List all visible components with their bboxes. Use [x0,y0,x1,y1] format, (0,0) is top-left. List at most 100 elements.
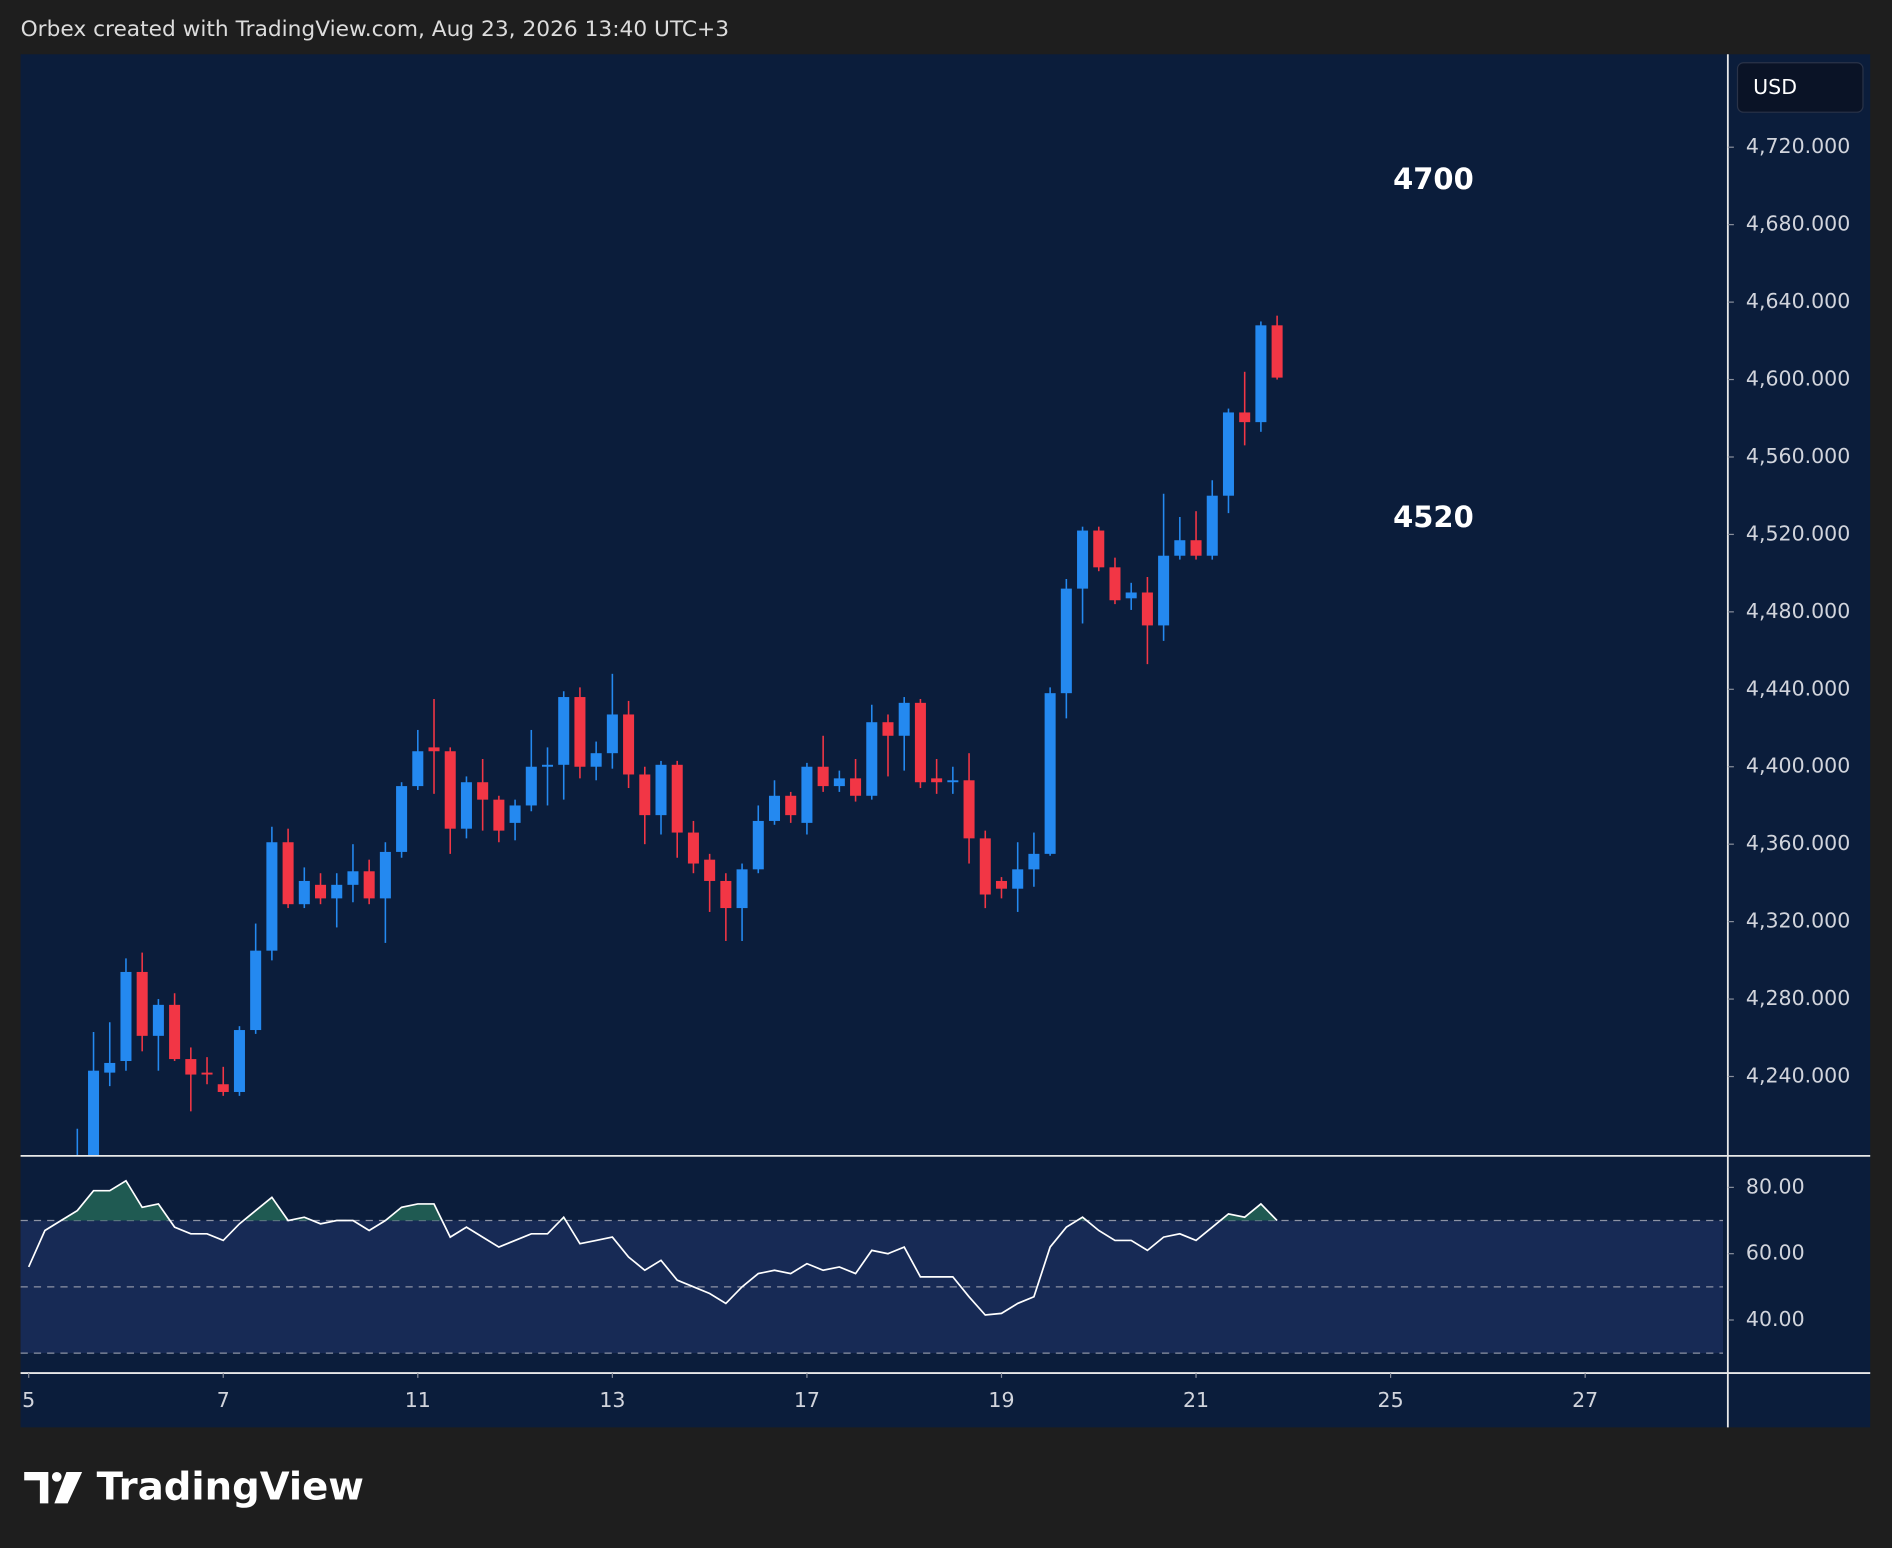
brand-name: TradingView [97,1464,364,1509]
x-tick-label: 25 [1378,1388,1404,1412]
y-tick-label: 4,400.000 [1746,754,1850,778]
candle-body [1158,555,1170,626]
y-tick-label: 4,440.000 [1746,676,1850,700]
candle-body [266,842,278,951]
y-tick-label: 4,640.000 [1746,289,1850,313]
candle-body [250,950,262,1031]
candle-body [1044,693,1056,854]
y-tick-label: 4,680.000 [1746,212,1850,236]
candle-body [412,751,424,787]
candle-body [331,884,343,899]
candle-body [558,697,570,765]
y-tick-label: 4,480.000 [1746,599,1850,623]
candle-body [768,795,781,821]
candle-body [477,782,489,800]
candle-body [444,751,456,829]
currency-button[interactable] [1736,62,1864,113]
candle-body [704,859,716,881]
candle-body [1077,530,1089,589]
candle-body [201,1072,213,1075]
y-tick-label: 4,600.000 [1746,367,1850,391]
y-tick-label: 80.00 [1746,1174,1805,1198]
candle-body [801,766,813,823]
candle-body [1109,567,1121,601]
logo-mark [54,1471,83,1504]
rsi-pane [20,1179,1724,1354]
candle-body [233,1030,245,1092]
candle-body [1255,325,1267,423]
x-tick-label: 13 [599,1388,625,1412]
x-tick-label: 7 [217,1388,230,1412]
candle-body [752,820,764,870]
candle-body [995,880,1007,889]
candle-body [1093,530,1105,568]
y-tick-label: 4,720.000 [1746,134,1850,158]
candle-body [590,753,602,767]
candle-body [169,1004,181,1060]
candle-body [396,786,408,852]
candle-body [833,778,845,787]
y-tick-label: 4,280.000 [1746,986,1850,1010]
candle-body [428,747,440,752]
annotation: 4700 [1393,162,1474,196]
axes: 4,240.000 4,280.000 4,320.000 4,360.000 4,40… [22,134,1850,1412]
candle-body [817,766,829,787]
candle-body [509,805,521,823]
candle-body [720,880,732,909]
candle-body [460,782,472,829]
chart-area [20,54,1871,1428]
candle-body [1125,592,1137,599]
y-tick-label: 4,320.000 [1746,909,1850,933]
candle-body [574,697,586,767]
logo-mark [24,1471,49,1504]
candle-body [979,838,991,895]
candle-body [347,871,359,885]
header-text: Orbex created with TradingView.com, Aug … [21,17,729,42]
candle-body [866,722,878,796]
x-tick-label: 21 [1183,1388,1209,1412]
candle-body [623,714,635,775]
candle-body [363,871,375,899]
candle-body [104,1062,116,1073]
y-tick-label: 4,520.000 [1746,521,1850,545]
candle-body [1271,325,1283,378]
logo-mark [51,1471,62,1482]
y-tick-label: 60.00 [1746,1241,1805,1265]
candle-body [947,780,959,783]
candle-body [687,832,699,864]
candle-body [639,774,651,816]
candle-body [1222,412,1234,496]
candle-body [541,764,554,767]
x-tick-label: 17 [794,1388,820,1412]
candle-body [185,1059,197,1075]
candle-body [914,702,926,783]
candle-body [931,778,943,783]
candle-body [120,971,132,1062]
candle-body [736,869,748,909]
candle-body [1239,412,1251,423]
x-tick-label: 27 [1572,1388,1598,1412]
y-tick-label: 4,560.000 [1746,444,1850,468]
candle-body [152,1004,164,1036]
candle-body [298,880,310,905]
candle-body [850,778,862,796]
brand-logo: TradingView [24,1464,364,1509]
y-tick-label: 4,360.000 [1746,831,1850,855]
candle-body [1012,869,1024,889]
x-tick-label: 11 [405,1388,431,1412]
candle-body [785,795,797,816]
candle-body [1206,495,1218,556]
candle-body [1174,540,1186,556]
candle-body [898,702,910,736]
candle-body [671,764,683,833]
currency-label[interactable]: USD [1753,75,1797,99]
candle-body [1190,540,1202,556]
candle-body [655,764,667,816]
candle-body [606,714,618,754]
candle-body [315,884,327,899]
candle-body [1028,853,1040,870]
candle-body [493,799,505,831]
annotation: 4520 [1393,500,1474,534]
